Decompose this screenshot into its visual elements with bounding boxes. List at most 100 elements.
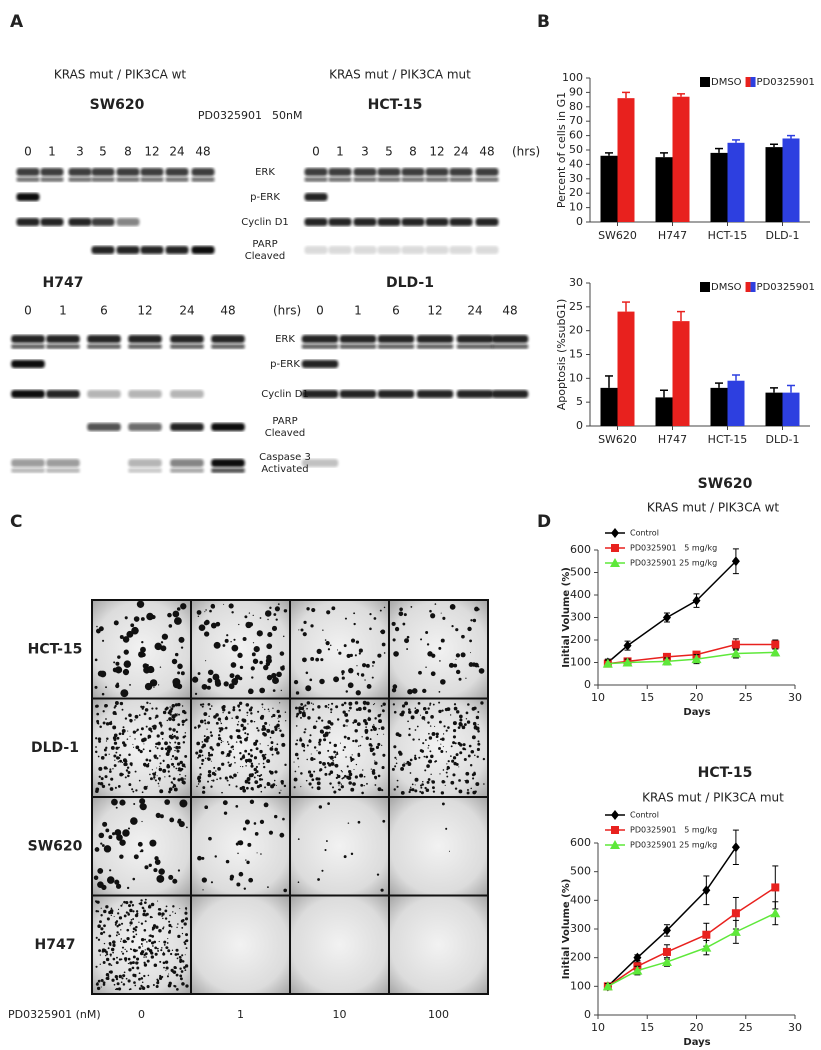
colony bbox=[120, 940, 122, 942]
colony bbox=[341, 777, 344, 780]
colony bbox=[181, 926, 184, 929]
colony bbox=[407, 762, 412, 767]
colony bbox=[459, 751, 463, 755]
colony bbox=[102, 931, 106, 934]
blot-band bbox=[46, 459, 80, 467]
colony bbox=[473, 771, 476, 775]
blot-band bbox=[456, 335, 494, 343]
colony bbox=[372, 752, 376, 756]
colony bbox=[100, 907, 102, 909]
colony bbox=[305, 779, 308, 782]
marker bbox=[623, 640, 632, 651]
colony bbox=[374, 784, 377, 786]
colony bbox=[324, 731, 329, 736]
colony bbox=[365, 663, 370, 668]
marker bbox=[611, 810, 619, 820]
colony bbox=[168, 775, 171, 778]
colony bbox=[140, 646, 146, 653]
colony bbox=[382, 819, 386, 823]
colony bbox=[123, 957, 128, 961]
blot-row-label: p-ERK bbox=[250, 192, 280, 203]
colony bbox=[255, 739, 259, 743]
colony-row-label: SW620 bbox=[28, 838, 83, 854]
colony bbox=[225, 755, 228, 757]
legend-swatch bbox=[700, 282, 710, 292]
lane-label: 8 bbox=[409, 145, 417, 159]
colony bbox=[426, 780, 430, 784]
colony bbox=[168, 790, 171, 794]
colony bbox=[429, 702, 432, 705]
colony bbox=[222, 800, 228, 806]
colony bbox=[168, 983, 172, 987]
colony bbox=[408, 733, 411, 737]
colony bbox=[181, 723, 185, 726]
colony bbox=[163, 940, 167, 944]
colony bbox=[343, 644, 347, 648]
colony bbox=[414, 757, 417, 761]
colony bbox=[239, 786, 243, 791]
colony bbox=[410, 606, 413, 608]
colony bbox=[133, 616, 140, 622]
colony bbox=[255, 770, 259, 773]
marker bbox=[611, 826, 619, 834]
colony bbox=[257, 774, 259, 777]
colony bbox=[335, 705, 339, 709]
colony bbox=[328, 741, 332, 744]
colony bbox=[160, 645, 167, 652]
blot-band bbox=[128, 335, 162, 343]
colony bbox=[483, 783, 485, 785]
colony bbox=[458, 779, 461, 782]
colony bbox=[266, 674, 273, 681]
colony bbox=[97, 737, 102, 741]
colony bbox=[358, 745, 360, 747]
colony bbox=[432, 703, 435, 706]
colony bbox=[422, 706, 427, 711]
colony bbox=[95, 789, 99, 793]
colony bbox=[168, 734, 173, 739]
bar bbox=[672, 321, 690, 426]
lane-label: 3 bbox=[361, 145, 369, 159]
colony bbox=[367, 717, 372, 722]
colony bbox=[303, 710, 305, 712]
bar bbox=[672, 96, 690, 222]
colony bbox=[232, 708, 236, 712]
colony bbox=[356, 722, 361, 727]
colony bbox=[474, 754, 476, 757]
colony bbox=[105, 746, 108, 750]
colony bbox=[411, 788, 415, 792]
colony bbox=[480, 701, 484, 705]
blot-band bbox=[87, 390, 121, 398]
colony bbox=[156, 874, 165, 883]
colony bbox=[110, 745, 115, 750]
colony bbox=[311, 786, 314, 789]
marker bbox=[730, 648, 741, 658]
colony bbox=[173, 746, 175, 748]
colony bbox=[150, 955, 155, 959]
colony bbox=[108, 835, 113, 840]
colony bbox=[354, 654, 357, 657]
colony bbox=[102, 961, 106, 964]
legend-label: Control bbox=[630, 529, 659, 538]
x-tick-label: 15 bbox=[640, 691, 654, 704]
blot-band bbox=[165, 246, 189, 254]
colony bbox=[282, 817, 285, 821]
colony bbox=[259, 715, 264, 720]
colony bbox=[364, 721, 368, 726]
lane-label: 48 bbox=[220, 304, 235, 318]
blot-band bbox=[449, 246, 473, 254]
colony bbox=[377, 787, 381, 790]
colony bbox=[447, 726, 450, 729]
colony bbox=[103, 924, 106, 928]
colony bbox=[471, 735, 476, 740]
marker bbox=[702, 930, 711, 939]
colony bbox=[181, 932, 184, 935]
colony bbox=[179, 907, 181, 909]
colony bbox=[149, 777, 153, 781]
colony bbox=[167, 612, 172, 618]
colony bbox=[347, 736, 351, 740]
colony bbox=[146, 612, 154, 621]
colony-row-label: HCT-15 bbox=[28, 641, 83, 657]
colony bbox=[170, 758, 173, 760]
colony bbox=[135, 961, 139, 965]
colony bbox=[451, 759, 455, 763]
